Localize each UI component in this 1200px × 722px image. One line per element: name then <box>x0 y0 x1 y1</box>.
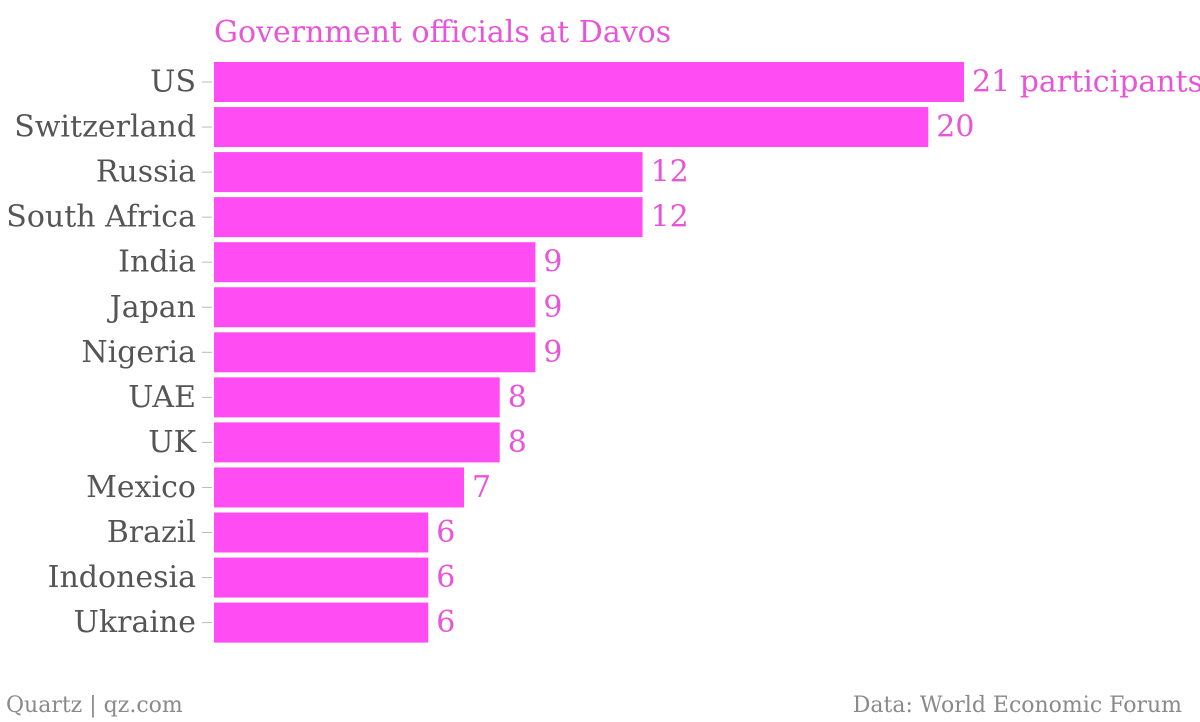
category-label: UK <box>148 425 196 460</box>
category-label: UAE <box>128 380 196 415</box>
bar <box>214 332 536 373</box>
value-label: 6 <box>436 560 455 595</box>
category-label: Russia <box>96 155 196 190</box>
category-label: South Africa <box>6 200 196 235</box>
value-label: 9 <box>543 245 562 280</box>
bar <box>214 602 429 643</box>
value-label: 9 <box>543 335 562 370</box>
value-label: 6 <box>436 515 455 550</box>
category-label: Ukraine <box>74 605 196 640</box>
bar <box>214 152 643 193</box>
value-label: 12 <box>651 200 689 235</box>
value-label: 7 <box>472 470 491 505</box>
bar <box>214 557 429 598</box>
bar <box>214 62 964 102</box>
category-label: Switzerland <box>14 110 196 145</box>
category-label: Indonesia <box>48 560 197 595</box>
value-label: 8 <box>508 380 527 415</box>
category-label: US <box>150 65 196 100</box>
bar <box>214 107 929 148</box>
bar <box>214 242 536 283</box>
category-label: Nigeria <box>81 335 196 370</box>
category-label: Brazil <box>107 515 196 550</box>
chart-title: Government officials at Davos <box>214 15 671 50</box>
value-label: 12 <box>651 155 689 190</box>
category-label: Japan <box>107 290 196 325</box>
footer-data-source: Data: World Economic Forum <box>852 693 1182 718</box>
bar <box>214 377 500 418</box>
category-label: Mexico <box>86 470 196 505</box>
bar <box>214 467 464 508</box>
category-label: India <box>118 245 196 280</box>
bars-layer: US 21 participants Switzerland 20 Russia 12 So… <box>6 62 1200 643</box>
value-label: 9 <box>543 290 562 325</box>
value-label: 20 <box>936 110 974 145</box>
bar <box>214 422 500 463</box>
footer-source-credit: Quartz | qz.com <box>6 693 183 718</box>
value-label: 8 <box>508 425 527 460</box>
bar <box>214 512 429 553</box>
value-label: 6 <box>436 605 455 640</box>
bar <box>214 287 536 328</box>
bar <box>214 197 643 238</box>
value-label: 21 participants <box>972 65 1200 100</box>
